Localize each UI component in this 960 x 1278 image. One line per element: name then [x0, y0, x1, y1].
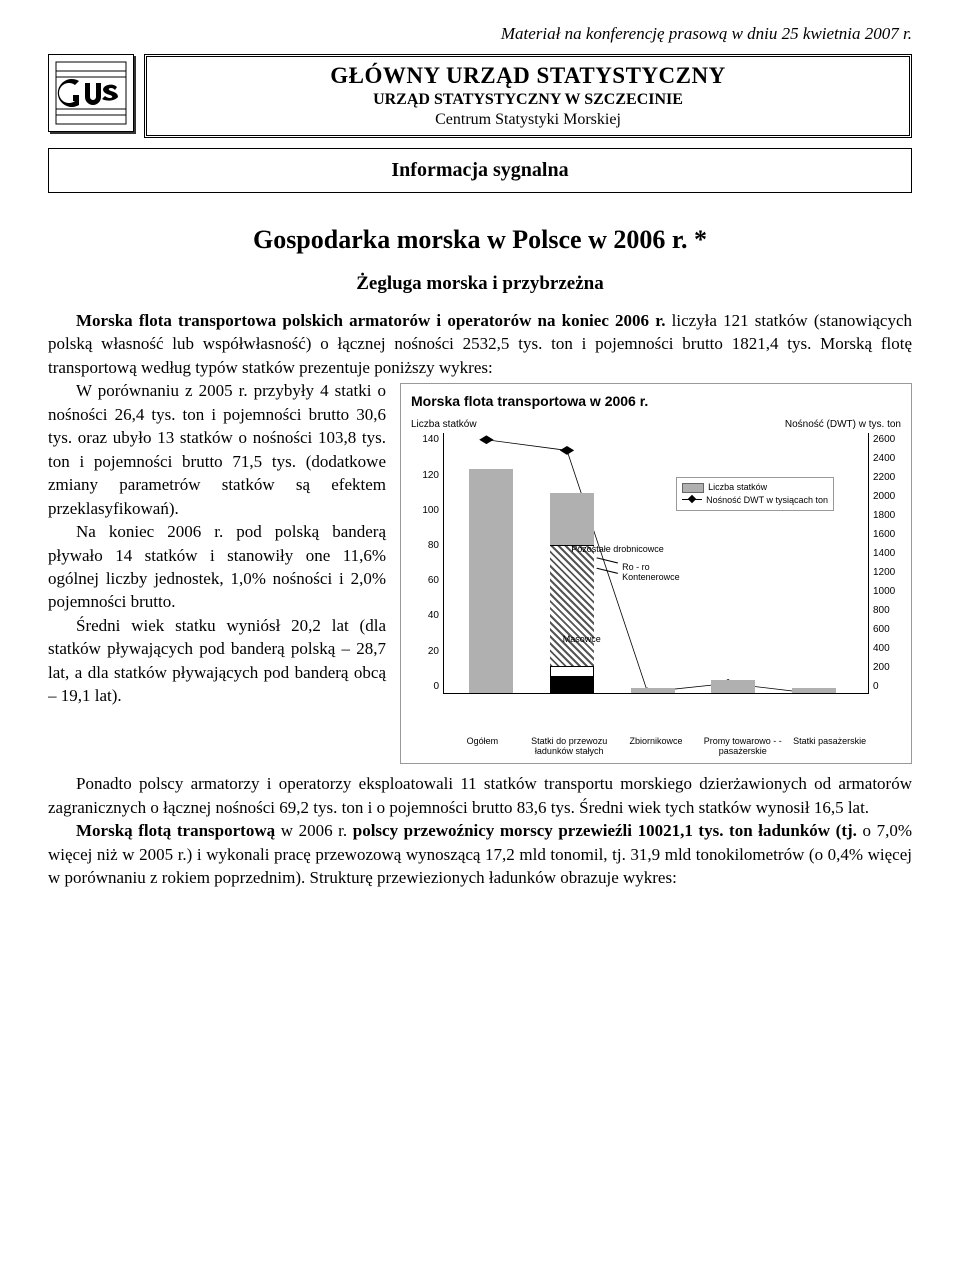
org-sub1: URZĄD STATYSTYCZNY W SZCZECINIE [157, 91, 899, 109]
chart-annotation: Masowce [563, 633, 601, 645]
legend-swatch-line [682, 496, 702, 504]
ytick-left: 100 [411, 504, 439, 518]
ytick-right: 2000 [873, 490, 901, 504]
x-label: Ogółem [439, 737, 526, 757]
ytick-right: 2200 [873, 471, 901, 485]
bar-segment [550, 545, 594, 666]
chart-annotation: Pozostałe drobnicowce [571, 543, 664, 555]
x-label: Statki do przewozu ładunków stałych [526, 737, 613, 757]
ytick-right: 400 [873, 642, 901, 656]
bar-segment [631, 688, 675, 694]
ytick-right: 600 [873, 623, 901, 637]
para-after-1: Ponadto polscy armatorzy i operatorzy ek… [48, 772, 912, 819]
wrap-flow: Morska flota transportowa w 2006 r. Licz… [48, 379, 912, 772]
ytick-left: 40 [411, 609, 439, 623]
legend-bar-label: Liczba statków [708, 481, 767, 494]
bar-group [631, 688, 675, 694]
ytick-left: 140 [411, 433, 439, 447]
ytick-right: 800 [873, 604, 901, 618]
after2-b: w 2006 r. [275, 821, 353, 840]
para-lead: Morska flota transportowa polskich armat… [48, 309, 912, 379]
header-row: GŁÓWNY URZĄD STATYSTYCZNY URZĄD STATYSTY… [48, 54, 912, 138]
ytick-left: 120 [411, 469, 439, 483]
right-axis-label: Nośność (DWT) w tys. ton [785, 418, 901, 432]
ytick-right: 1400 [873, 547, 901, 561]
page: Materiał na konferencję prasową w dniu 2… [0, 0, 960, 938]
bar-group [469, 469, 513, 694]
y-axis-right: 2600240022002000180016001400120010008006… [869, 433, 901, 693]
ytick-left: 60 [411, 574, 439, 588]
x-label: Statki pasażerskie [786, 737, 873, 757]
plot: Liczba statków Nośność DWT w tysiącach t… [443, 433, 869, 694]
ytick-right: 1800 [873, 509, 901, 523]
x-label: Promy towarowo - - pasażerskie [699, 737, 786, 757]
bar-segment [550, 493, 594, 545]
ytick-right: 1600 [873, 528, 901, 542]
info-box: Informacja sygnalna [48, 148, 912, 193]
ytick-left: 0 [411, 680, 439, 694]
bar-segment [550, 677, 594, 694]
chart-annotation: Kontenerowce [622, 571, 680, 583]
ytick-right: 2600 [873, 433, 901, 447]
bar-segment [792, 688, 836, 694]
body-text: Morska flota transportowa polskich armat… [48, 309, 912, 890]
ytick-right: 1200 [873, 566, 901, 580]
org-title: GŁÓWNY URZĄD STATYSTYCZNY [157, 63, 899, 89]
ytick-right: 200 [873, 661, 901, 675]
x-labels: OgółemStatki do przewozu ładunków stałyc… [411, 737, 901, 757]
ytick-right: 0 [873, 680, 901, 694]
bar-group [792, 688, 836, 694]
ytick-right: 1000 [873, 585, 901, 599]
ytick-right: 2400 [873, 452, 901, 466]
fleet-chart: Morska flota transportowa w 2006 r. Licz… [400, 383, 912, 764]
ytick-left: 80 [411, 539, 439, 553]
para-after-2: Morską flotą transportową w 2006 r. pols… [48, 819, 912, 889]
after2-bold-a: Morską flotą transportową [76, 821, 275, 840]
chart-area: 140120100806040200 Liczba statków Nośnoś… [411, 433, 901, 733]
x-label: Zbiornikowce [613, 737, 700, 757]
bar-segment [711, 680, 755, 693]
chart-axis-titles: Liczba statków Nośność (DWT) w tys. ton [411, 418, 901, 432]
conference-note: Materiał na konferencję prasową w dniu 2… [48, 24, 912, 44]
chart-legend: Liczba statków Nośność DWT w tysiącach t… [676, 477, 834, 510]
org-sub2: Centrum Statystyki Morskiej [157, 111, 899, 129]
legend-line-label: Nośność DWT w tysiącach ton [706, 494, 828, 507]
left-axis-label: Liczba statków [411, 418, 477, 432]
ytick-left: 20 [411, 645, 439, 659]
after2-bold-c: polscy przewoźnicy morscy przewieźli 100… [353, 821, 857, 840]
main-heading: Gospodarka morska w Polsce w 2006 r. * [48, 225, 912, 255]
y-axis-left: 140 120 100 80 60 40 20 0 [411, 433, 443, 693]
lead-bold: Morska flota transportowa polskich armat… [76, 311, 665, 330]
legend-swatch-bar [682, 483, 704, 493]
title-box: GŁÓWNY URZĄD STATYSTYCZNY URZĄD STATYSTY… [144, 54, 912, 138]
bar-group [550, 493, 594, 694]
chart-title: Morska flota transportowa w 2006 r. [411, 392, 901, 411]
bar-group [711, 680, 755, 693]
bar-segment [469, 469, 513, 694]
bar-segment [550, 666, 594, 677]
section-heading: Żegluga morska i przybrzeżna [48, 273, 912, 295]
gus-logo [48, 54, 134, 132]
